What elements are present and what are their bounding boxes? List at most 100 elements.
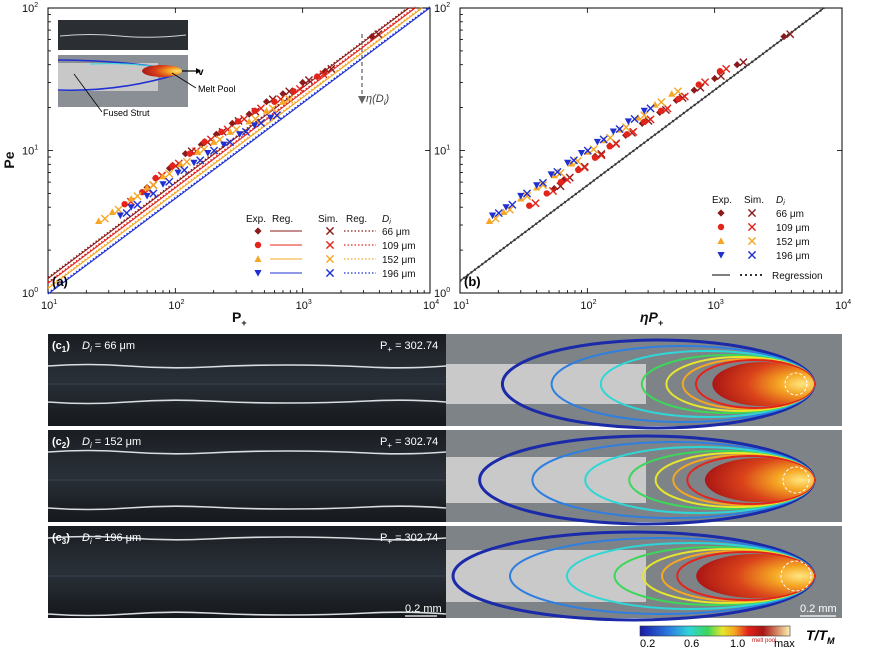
data-point-exp-2: [95, 217, 103, 225]
panel-b-frame: [459, 7, 843, 294]
data-point-exp-2: [245, 117, 253, 125]
inset-strut-edge: [59, 34, 187, 38]
data-point-exp-3: [159, 181, 167, 188]
simulation-scale-bar-label: 0.2 mm: [800, 603, 837, 615]
micrograph-strut-edge-upper-3: [47, 535, 447, 541]
regression-line-dotted: [459, 7, 825, 282]
legend-a-header-reg2: Reg.: [346, 214, 367, 225]
data-point-sim-0-b: [304, 75, 314, 85]
data-point-sim-3-b: [196, 156, 205, 165]
data-point-sim-3-b: [122, 208, 131, 218]
colorbar-title: T/TM: [806, 627, 835, 646]
data-point-exp-3: [577, 150, 586, 157]
data-point-exp-1: [152, 174, 159, 182]
data-point-exp-0: [733, 61, 741, 69]
data-point-exp-1: [121, 200, 128, 208]
data-point-sim-1-b: [722, 64, 731, 73]
data-point-sim-1-b: [223, 125, 232, 134]
data-point-sim-2-b: [505, 205, 514, 214]
panel-a-xlabel: P+: [232, 309, 247, 328]
legend-a-entry-label-0: 66 μm: [382, 227, 410, 238]
data-point-exp-1: [716, 68, 724, 75]
regression-line-3: [47, 7, 430, 295]
data-point-sim-0-b: [327, 64, 336, 73]
b-ytick-label: 100: [434, 287, 450, 300]
data-point-sim-2-b: [640, 111, 649, 120]
data-point-sim-1-b: [206, 135, 216, 144]
simulation-laser-spot-3: [780, 560, 812, 592]
data-point-sim-3-b: [646, 104, 655, 113]
micrograph-scale-bar-label: 0.2 mm: [405, 603, 442, 615]
data-point-sim-3-b: [272, 111, 281, 120]
data-point-exp-2: [262, 107, 271, 114]
data-point-exp-3: [143, 192, 151, 200]
inset-melt-pool-leader: [171, 72, 197, 89]
b-xtick-label: 103: [708, 299, 724, 312]
data-point-exp-3: [190, 159, 198, 167]
data-point-exp-1: [606, 143, 613, 150]
data-point-sim-2-b: [232, 125, 241, 134]
legend-a-exp-marker-1: [254, 241, 262, 249]
data-point-exp-3: [220, 141, 228, 149]
data-point-exp-2: [194, 148, 202, 155]
data-point-exp-1: [575, 166, 582, 174]
data-point-exp-1: [271, 98, 278, 105]
b-xtick-label: 104: [835, 299, 851, 312]
legend-a-sim-marker-2-b: [325, 254, 335, 264]
simulation-isotherm-1-6: [694, 359, 815, 409]
data-point-exp-1: [234, 118, 242, 125]
simulation-laser-spot-1: [784, 372, 808, 396]
micrograph-label-3: (c3): [52, 532, 70, 546]
data-point-sim-2-b: [133, 192, 142, 201]
simulation-isotherm-3-0: [451, 530, 816, 622]
data-point-exp-1: [543, 190, 550, 197]
data-point-sim-0-b: [739, 58, 748, 67]
data-point-exp-1: [591, 154, 599, 161]
inset-fused-strut: [58, 63, 158, 91]
simulation-melt-pool-3: [696, 554, 814, 598]
legend-b-exp-marker-2: [717, 237, 725, 244]
simulation-isotherm-2-6: [686, 455, 815, 505]
data-point-sim-2-b: [251, 114, 260, 124]
data-point-sim-2-b: [657, 98, 666, 107]
data-point-exp-3: [502, 204, 510, 211]
inset-fused-strut-leader: [73, 73, 103, 113]
micrograph-label-1: (c1): [52, 340, 70, 354]
panel-b-xlabel: ηP+: [640, 309, 664, 328]
legend-b-sim-marker-0-b: [747, 208, 757, 218]
simulation-isotherm-1-2: [599, 350, 815, 418]
data-point-exp-2: [108, 208, 116, 216]
data-point-sim-2-b: [538, 180, 548, 190]
inset-melt-pool-label: Melt Pool: [198, 84, 236, 94]
micrograph-p-2: P+ = 302.74: [380, 436, 438, 450]
data-point-exp-1: [623, 131, 631, 138]
data-point-sim-2-b: [182, 157, 191, 166]
data-point-exp-0: [228, 119, 236, 127]
a-ytick-label: 102: [22, 2, 38, 15]
data-point-sim-3-b: [615, 124, 624, 134]
data-point-exp-0: [780, 32, 788, 41]
legend-b-header-di: Di: [776, 195, 785, 207]
micrograph-strut-edge-lower-3: [47, 611, 447, 617]
data-point-exp-3: [533, 182, 541, 189]
data-point-exp-2: [226, 128, 234, 135]
legend-b-header-sim: Sim.: [744, 195, 764, 206]
data-point-sim-2-b: [606, 133, 615, 142]
data-point-exp-3: [609, 128, 617, 136]
data-point-sim-2-b: [573, 157, 582, 166]
micrograph-di-1: Di = 66 μm: [82, 340, 135, 354]
data-point-exp-2: [210, 138, 218, 145]
data-point-sim-3-b: [508, 200, 517, 209]
panel-a-label: (a): [52, 274, 68, 289]
legend-a-exp-marker-3: [254, 270, 262, 277]
legend-a-header-di: Di: [382, 214, 391, 226]
panel-a-inset: v Melt Pool Fused Strut: [57, 20, 236, 118]
colorbar-tick-2: 1.0: [730, 638, 745, 650]
legend-a-header-exp: Exp.: [246, 214, 266, 225]
panel-a-legend: Exp. Reg. Sim. Reg. Di 66 μm 109 μm 152 μm…: [246, 214, 416, 280]
colorbar-gradient: [639, 625, 791, 637]
a-xtick-label: 103: [296, 299, 312, 312]
